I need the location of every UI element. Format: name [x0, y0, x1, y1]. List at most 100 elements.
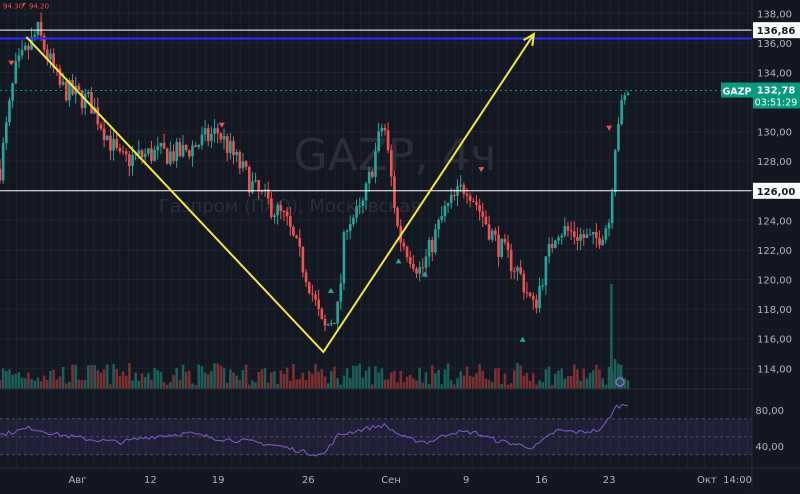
- candle-body[interactable]: [128, 154, 131, 167]
- candle-body[interactable]: [241, 161, 245, 169]
- candle-body[interactable]: [396, 207, 399, 226]
- candle-body[interactable]: [61, 81, 65, 85]
- candle-body[interactable]: [430, 240, 434, 253]
- candle-body[interactable]: [345, 230, 349, 233]
- candle-body[interactable]: [102, 128, 106, 140]
- candle-body[interactable]: [478, 205, 481, 212]
- candle-body[interactable]: [194, 145, 197, 147]
- candle-body[interactable]: [579, 234, 582, 241]
- candle-body[interactable]: [213, 128, 216, 134]
- candle-body[interactable]: [169, 151, 172, 164]
- candle-body[interactable]: [572, 231, 576, 237]
- candle-body[interactable]: [49, 53, 52, 60]
- candle-body[interactable]: [538, 285, 541, 309]
- candle-body[interactable]: [509, 249, 513, 272]
- candle-body[interactable]: [314, 294, 317, 300]
- candle-body[interactable]: [604, 228, 608, 240]
- candle-body[interactable]: [386, 130, 390, 151]
- candle-body[interactable]: [58, 68, 62, 85]
- candle-body[interactable]: [531, 295, 535, 300]
- candle-body[interactable]: [39, 22, 43, 36]
- candle-body[interactable]: [99, 124, 103, 129]
- candle-body[interactable]: [295, 235, 298, 239]
- candle-body[interactable]: [434, 229, 437, 253]
- candle-body[interactable]: [134, 154, 137, 156]
- candle-body[interactable]: [244, 161, 248, 167]
- candle-body[interactable]: [279, 205, 283, 212]
- candle-body[interactable]: [348, 224, 352, 231]
- candle-body[interactable]: [481, 211, 485, 217]
- candle-body[interactable]: [623, 95, 627, 101]
- candle-body[interactable]: [263, 189, 267, 191]
- candle-body[interactable]: [137, 150, 141, 155]
- candle-body[interactable]: [191, 145, 194, 157]
- candle-body[interactable]: [557, 237, 560, 241]
- candle-body[interactable]: [339, 283, 343, 302]
- candle-body[interactable]: [459, 184, 462, 187]
- candle-body[interactable]: [330, 323, 333, 325]
- candle-body[interactable]: [270, 198, 273, 217]
- candle-body[interactable]: [307, 282, 311, 294]
- candle-body[interactable]: [124, 151, 128, 155]
- candle-body[interactable]: [298, 238, 302, 247]
- candle-body[interactable]: [361, 200, 365, 207]
- candle-body[interactable]: [90, 92, 93, 114]
- candle-body[interactable]: [607, 223, 611, 229]
- candle-body[interactable]: [405, 246, 409, 258]
- candle-body[interactable]: [247, 166, 251, 193]
- candle-body[interactable]: [273, 215, 276, 217]
- candle-body[interactable]: [544, 256, 548, 286]
- candle-body[interactable]: [222, 136, 226, 140]
- candle-body[interactable]: [288, 216, 292, 227]
- candle-body[interactable]: [449, 194, 453, 203]
- candle-body[interactable]: [276, 205, 279, 216]
- candle-body[interactable]: [23, 45, 27, 50]
- candle-body[interactable]: [96, 107, 100, 125]
- candle-body[interactable]: [516, 267, 519, 272]
- candle-body[interactable]: [14, 61, 18, 84]
- candle-body[interactable]: [304, 272, 308, 283]
- candle-body[interactable]: [472, 200, 475, 202]
- candle-body[interactable]: [383, 127, 387, 131]
- candle-body[interactable]: [181, 145, 185, 157]
- candle-body[interactable]: [317, 299, 320, 309]
- candle-body[interactable]: [437, 219, 440, 230]
- candle-body[interactable]: [374, 151, 377, 177]
- candle-body[interactable]: [143, 153, 147, 158]
- candle-body[interactable]: [421, 267, 425, 269]
- candle-body[interactable]: [27, 45, 30, 50]
- candle-body[interactable]: [36, 22, 40, 35]
- candle-body[interactable]: [576, 236, 579, 241]
- candle-body[interactable]: [443, 205, 447, 217]
- candle-body[interactable]: [389, 150, 393, 177]
- candle-body[interactable]: [513, 271, 516, 273]
- candle-body[interactable]: [87, 92, 90, 94]
- candle-body[interactable]: [453, 194, 456, 196]
- candle-body[interactable]: [105, 135, 109, 140]
- candle-body[interactable]: [20, 49, 24, 56]
- candle-body[interactable]: [440, 216, 444, 220]
- candle-body[interactable]: [251, 181, 254, 193]
- candle-body[interactable]: [412, 263, 415, 269]
- candle-body[interactable]: [424, 256, 428, 268]
- candle-body[interactable]: [613, 150, 617, 193]
- candle-body[interactable]: [371, 171, 374, 177]
- horizontal-levels[interactable]: [0, 29, 752, 192]
- candle-body[interactable]: [541, 285, 545, 287]
- candle-body[interactable]: [175, 142, 179, 161]
- candle-body[interactable]: [566, 226, 570, 231]
- candle-body[interactable]: [178, 142, 182, 157]
- candle-body[interactable]: [285, 211, 289, 217]
- candle-body[interactable]: [165, 148, 169, 164]
- candle-body[interactable]: [147, 148, 150, 154]
- candle-body[interactable]: [550, 244, 554, 248]
- candle-body[interactable]: [197, 145, 201, 147]
- candle-body[interactable]: [311, 293, 314, 295]
- candle-body[interactable]: [585, 234, 589, 238]
- candle-body[interactable]: [140, 150, 144, 158]
- candle-body[interactable]: [320, 308, 324, 319]
- candle-body[interactable]: [595, 232, 598, 239]
- candle-body[interactable]: [418, 267, 421, 274]
- candle-body[interactable]: [582, 234, 586, 238]
